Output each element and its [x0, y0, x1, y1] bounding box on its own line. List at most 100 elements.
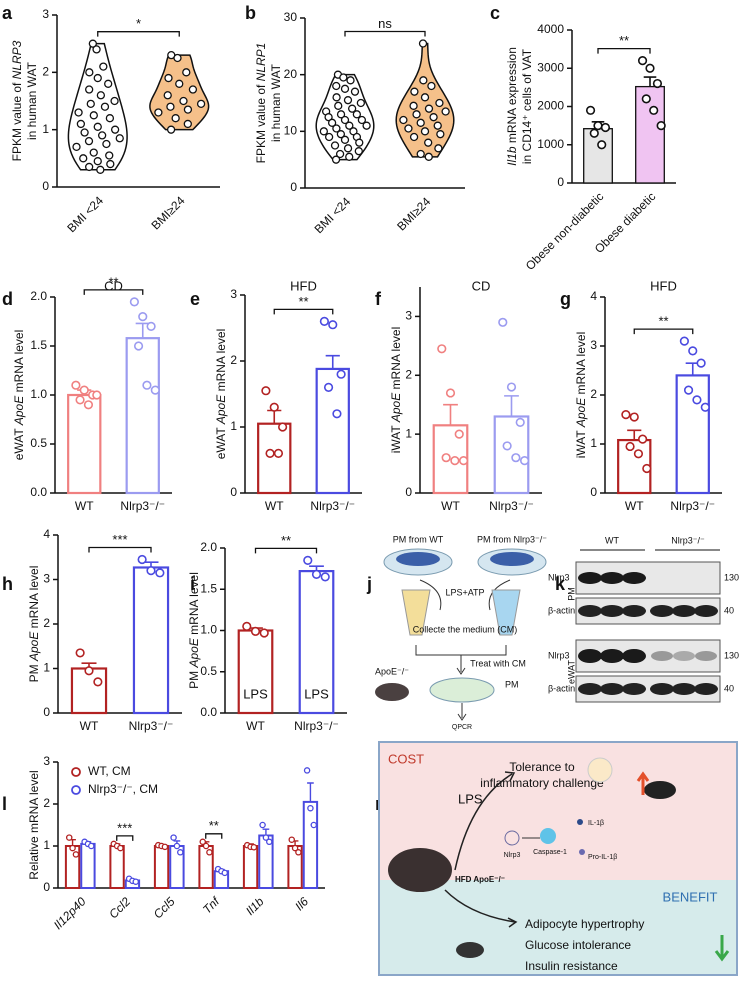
up-arrow [636, 771, 650, 795]
data-point [79, 385, 89, 395]
label: Collecte the medium (CM) [413, 624, 518, 634]
y-tick-label: 2 [43, 616, 50, 630]
significance-bracket [344, 30, 426, 37]
bracket [415, 645, 507, 672]
band [694, 605, 718, 617]
label: ApoE⁻/⁻ [375, 666, 409, 676]
down-arrow [714, 935, 730, 962]
data-point [362, 121, 371, 130]
data-point [110, 125, 120, 134]
y-axis-label-part: ApoE [27, 631, 41, 662]
data-point [265, 448, 275, 459]
data-point [435, 98, 444, 108]
data-point [199, 838, 206, 846]
subtitle: HFD [290, 278, 317, 293]
band [673, 651, 695, 661]
significance-label: ns [378, 16, 392, 31]
y-tick-label: 1.0 [30, 387, 47, 401]
label: QPCR [452, 724, 472, 731]
tube [401, 589, 431, 636]
y-tick-label: 0 [557, 175, 564, 189]
blot-block: Nlrp3 β-actin 130 40 PM [548, 561, 739, 625]
data-point [88, 842, 95, 850]
label: IL-1β [588, 820, 604, 827]
data-point [511, 453, 521, 463]
band [650, 683, 674, 695]
x-tick-label: Il6 [292, 894, 311, 913]
marker: 40 [724, 683, 734, 693]
data-point [410, 87, 419, 96]
significance-bracket [116, 835, 134, 841]
cells [490, 552, 534, 566]
panel-label: h [2, 574, 13, 594]
label: Tolerance to [509, 760, 575, 774]
legend-marker [71, 785, 81, 795]
data-point [331, 155, 341, 164]
significance-label: ** [108, 274, 118, 289]
label: Caspase-1 [533, 849, 567, 856]
significance-bracket [254, 547, 318, 554]
data-point [585, 105, 596, 115]
data-point [343, 96, 353, 105]
mouse [388, 848, 452, 892]
data-point [339, 73, 348, 82]
y-tick-label: 0 [42, 179, 49, 193]
data-point [416, 149, 425, 159]
data-point [336, 130, 346, 139]
y-axis-label-part: Il1b [505, 146, 519, 166]
y-tick-label: 3 [230, 287, 237, 301]
data-point [696, 358, 706, 368]
band [578, 683, 602, 695]
x-tick-label: BMI≥24 [149, 193, 188, 232]
y-axis-label: in human WAT [25, 61, 39, 140]
mouse [456, 942, 484, 958]
data-point [621, 410, 631, 420]
label: PM [505, 679, 519, 689]
y-axis-label-part: eWAT [12, 425, 26, 460]
panel-m: m COST Tolerance to inflammatory challen… [375, 741, 738, 976]
significance-label: *** [117, 820, 132, 835]
y-tick-label: 30 [284, 10, 298, 24]
data-point [65, 834, 73, 841]
panel-label: c [490, 3, 500, 23]
y-tick-label: 3 [43, 754, 50, 768]
data-point [188, 85, 198, 94]
band [600, 649, 624, 663]
benefit-label: BENEFIT [663, 889, 718, 904]
panel-label: g [560, 289, 571, 309]
data-point [307, 804, 314, 812]
data-point [343, 144, 353, 153]
data-point [419, 76, 428, 85]
y-tick-label: 0 [290, 180, 297, 194]
data-point [458, 456, 469, 466]
subtitle: CD [472, 278, 491, 293]
data-point [420, 93, 430, 102]
bar [109, 845, 125, 889]
y-tick-label: 1 [42, 122, 49, 136]
y-axis-label-part: PM [187, 668, 201, 689]
y-axis-label: iWAT ApoE mRNA level [574, 332, 588, 459]
data-point [146, 321, 156, 332]
data-point [332, 409, 342, 419]
data-point [320, 572, 330, 582]
data-point [83, 400, 94, 410]
data-point [166, 102, 175, 111]
significance-label: *** [112, 532, 127, 547]
chart: h PM ApoE mRNA level 0 1 2 3 4 WT Nlrp3⁻/⁻ *** [2, 527, 182, 733]
label: Treat with CM [470, 658, 526, 668]
bar [493, 415, 530, 495]
data-point [424, 152, 433, 161]
data-point [441, 107, 450, 116]
marker: 130 [724, 572, 739, 582]
data-point [340, 135, 350, 144]
panel-j: j PM from WT PM from Nlrp3⁻/⁻ LPS+ATP Co… [366, 534, 547, 730]
data-point [412, 110, 421, 119]
y-tick-label: 0 [43, 880, 50, 894]
outcome: Glucose intolerance [525, 938, 631, 952]
data-point [133, 341, 144, 351]
data-point [266, 838, 273, 846]
data-point [427, 81, 436, 91]
data-point [335, 149, 345, 159]
